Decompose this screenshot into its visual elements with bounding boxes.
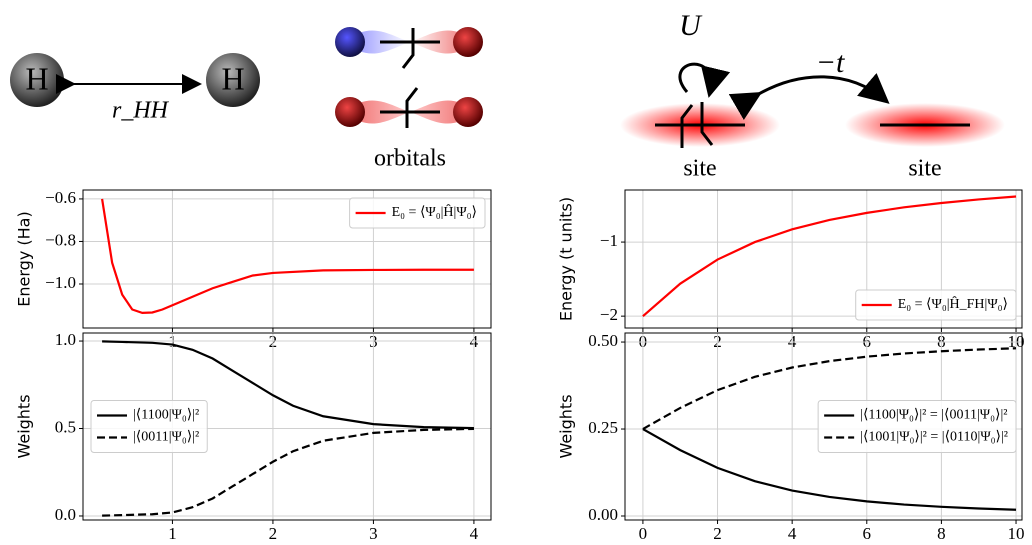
page: H H r_HH orbitals U −t site site 1 2 3 4 −0.… [0, 0, 1032, 545]
y-tick-label: −2 [600, 305, 618, 324]
nucleus [335, 97, 365, 127]
legend-label: E₀ = ⟨Ψ₀|Ĥ_FH|Ψ₀⟩ [898, 295, 1008, 312]
y-tick-label: −0.8 [45, 230, 76, 249]
legend: E₀ = ⟨Ψ₀|Ĥ_FH|Ψ₀⟩ [856, 290, 1016, 320]
nucleus [335, 27, 365, 57]
x-tick-label: 2 [713, 524, 722, 543]
y-tick-label: 0.50 [588, 331, 618, 350]
site-label: site [908, 156, 941, 182]
legend: |⟨1100|Ψ₀⟩|² |⟨0011|Ψ₀⟩|² [91, 401, 207, 453]
legend: |⟨1100|Ψ₀⟩|² = |⟨0011|Ψ₀⟩|² |⟨1001|Ψ₀⟩|² … [818, 401, 1016, 453]
y-tick-label: 0.00 [588, 505, 618, 524]
legend-label: |⟨1001|Ψ₀⟩|² = |⟨0110|Ψ₀⟩|² [860, 430, 1008, 445]
y-tick-label: 0.25 [588, 418, 618, 437]
legend-label: E₀ = ⟨Ψ₀|Ĥ|Ψ₀⟩ [392, 203, 477, 220]
hubbard-diagram: U −t site site [620, 9, 1005, 182]
hopping-arrow [757, 77, 885, 100]
x-tick-label: 4 [470, 524, 479, 543]
spin [407, 88, 417, 128]
x-tick-label: 10 [1008, 524, 1025, 543]
legend: E₀ = ⟨Ψ₀|Ĥ|Ψ₀⟩ [350, 198, 485, 228]
site-label: site [683, 156, 716, 182]
x-tick-label: 6 [863, 524, 872, 543]
orbital-diagram: orbitals [335, 27, 483, 172]
x-tick-label: 3 [369, 524, 378, 543]
y-tick-label: −1.0 [45, 273, 76, 292]
y-tick-label: −1 [600, 231, 618, 250]
legend-label: |⟨0011|Ψ₀⟩|² [133, 430, 199, 445]
y-tick-label: −0.6 [45, 188, 76, 207]
y-tick-label: 0.5 [55, 417, 76, 436]
x-tick-label: 0 [639, 524, 648, 543]
y-tick-label: 0.0 [55, 505, 76, 524]
y-axis-label: Weights [15, 394, 34, 458]
x-tick-label: 1 [168, 524, 177, 543]
spin [403, 28, 413, 68]
legend-label: |⟨1100|Ψ₀⟩|² = |⟨0011|Ψ₀⟩|² [860, 408, 1007, 423]
nucleus [453, 97, 483, 127]
y-tick-label: 1.0 [55, 330, 76, 349]
y-axis-label: Energy (Ha) [15, 211, 34, 306]
x-tick-label: 8 [937, 524, 946, 543]
atom-label: H [25, 60, 48, 96]
distance-label: r_HH [112, 98, 170, 124]
x-tick-label: 2 [269, 524, 278, 543]
h2-diagram: H H r_HH [10, 53, 260, 124]
interaction-arrow [680, 64, 711, 92]
y-axis-label: Weights [557, 394, 576, 458]
nucleus [453, 27, 483, 57]
legend-label: |⟨1100|Ψ₀⟩|² [133, 408, 199, 423]
atom-label: H [221, 60, 244, 96]
hopping-label: −t [816, 46, 845, 79]
figure: H H r_HH orbitals U −t site site 1 2 3 4 −0.… [0, 0, 1032, 545]
interaction-label: U [679, 9, 703, 42]
orbitals-label: orbitals [374, 146, 446, 172]
y-axis-label: Energy (t units) [557, 197, 576, 321]
x-tick-label: 4 [788, 524, 797, 543]
